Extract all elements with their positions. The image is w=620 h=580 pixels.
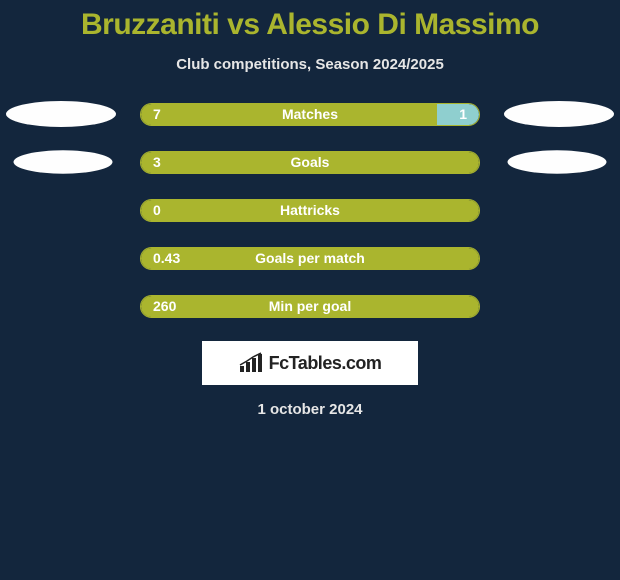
stat-label: Min per goal [141, 296, 479, 317]
stat-row: 260Min per goal [0, 293, 620, 319]
page-subtitle: Club competitions, Season 2024/2025 [0, 56, 620, 73]
stat-row: 71Matches [0, 101, 620, 127]
page-title: Bruzzaniti vs Alessio Di Massimo [0, 0, 620, 42]
comparison-rows: 71Matches 3Goals 0Hattricks 0.43Goals per m… [0, 101, 620, 319]
left-ellipse [6, 101, 116, 127]
stat-row: 0.43Goals per match [0, 245, 620, 271]
date-text: 1 october 2024 [0, 401, 620, 418]
stat-bar: 71Matches [140, 103, 480, 126]
stat-bar: 0Hattricks [140, 199, 480, 222]
bars-icon [239, 352, 265, 374]
stat-row: 0Hattricks [0, 197, 620, 223]
stat-label: Hattricks [141, 200, 479, 221]
stat-label: Goals [141, 152, 479, 173]
left-ellipse [14, 150, 113, 173]
branding-box: FcTables.com [202, 341, 418, 385]
brand-logo: FcTables.com [239, 352, 382, 374]
stat-row: 3Goals [0, 149, 620, 175]
brand-text: FcTables.com [269, 353, 382, 374]
stat-label: Matches [141, 104, 479, 125]
stat-bar: 3Goals [140, 151, 480, 174]
stat-bar: 260Min per goal [140, 295, 480, 318]
stat-label: Goals per match [141, 248, 479, 269]
stat-bar: 0.43Goals per match [140, 247, 480, 270]
right-ellipse [508, 150, 607, 173]
right-ellipse [504, 101, 614, 127]
